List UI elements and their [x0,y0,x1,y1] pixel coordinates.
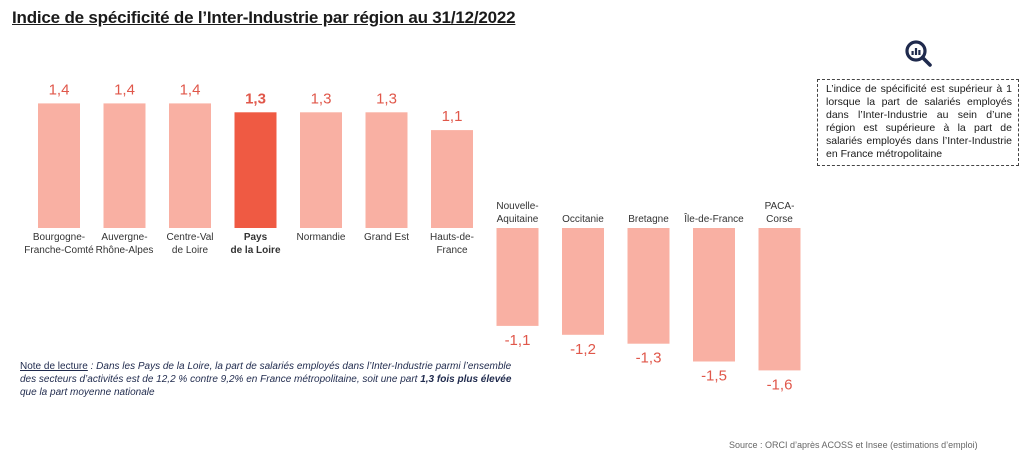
source-note: Source : ORCI d’après ACOSS et Insee (es… [729,440,978,450]
value-label-6: 1,1 [442,108,463,125]
category-label-8: Occitanie [562,214,604,225]
category-label-11: PACA-Corse [765,201,795,225]
note-bold: 1,3 fois plus élevée [420,374,512,385]
bar-11 [758,228,801,371]
info-box-definition: L’indice de spécificité est supérieur à … [817,79,1019,166]
search-chart-icon [902,37,934,69]
bar-10 [693,228,735,362]
bar-2 [169,103,211,228]
value-label-9: -1,3 [636,350,662,367]
value-label-10: -1,5 [701,368,727,385]
bar-4 [300,112,342,228]
category-label-5: Grand Est [364,232,409,243]
value-label-0: 1,4 [49,81,70,98]
bar-3 [234,112,277,228]
value-label-11: -1,6 [767,376,793,393]
value-label-4: 1,3 [311,90,332,107]
note-text-after: que la part moyenne nationale [20,387,155,398]
bar-6 [431,130,473,228]
value-label-5: 1,3 [376,90,397,107]
value-label-2: 1,4 [180,81,201,98]
bar-9 [627,228,670,344]
chart-title: Indice de spécificité de l’Inter-Industr… [12,8,516,27]
note-text-before: Dans les Pays de la Loire, la part de sa… [20,361,512,385]
bar-5 [365,112,408,228]
bar-0 [38,103,80,228]
note-separator: : [87,361,97,372]
reading-note: Note de lecture : Dans les Pays de la Lo… [20,360,520,399]
category-label-3: Pays de la Loire [230,232,280,256]
category-label-10: Île-de-France [683,212,744,225]
value-label-8: -1,2 [570,341,596,358]
category-label-9: Bretagne [628,214,669,225]
value-label-1: 1,4 [114,81,135,98]
bar-8 [562,228,604,335]
bar-1 [103,103,146,228]
category-label-6: Hauts-de-France [430,232,474,256]
category-label-2: Centre-Val de Loire [166,232,213,256]
bar-7 [496,228,539,326]
category-label-7: Nouvelle-Aquitaine [496,201,538,225]
note-lead: Note de lecture [20,361,88,372]
value-label-7: -1,1 [505,332,531,349]
category-label-4: Normandie [297,232,346,243]
value-label-3: 1,3 [245,90,266,107]
category-label-1: Auvergne-Rhône-Alpes [96,232,154,256]
category-label-0: Bourgogne-Franche-Comté [24,232,94,256]
